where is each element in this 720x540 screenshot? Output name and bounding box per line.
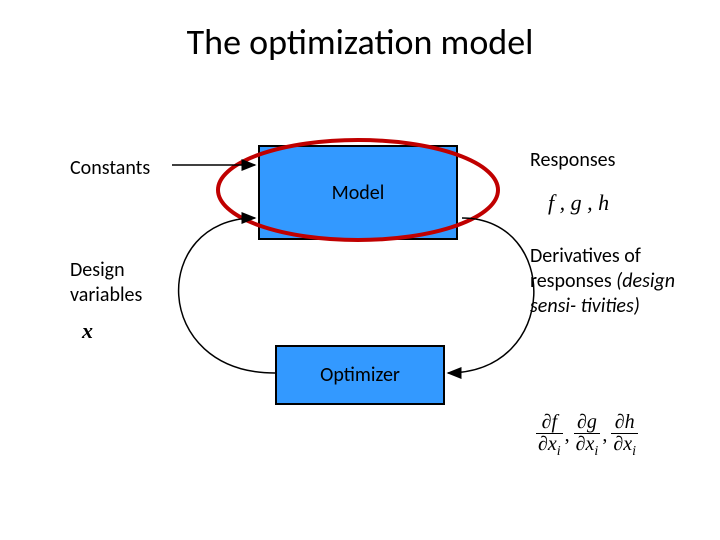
model-box-label: Model xyxy=(332,181,385,205)
label-constants: Constants xyxy=(70,156,190,181)
label-design-variables: Designvariables xyxy=(70,258,190,308)
math-partials: ∂f∂xi,∂g∂xi,∂h∂xi xyxy=(536,412,638,460)
arrow-optimizer-to-model xyxy=(179,218,275,373)
slide: The optimization model Constants Respons… xyxy=(0,0,720,540)
optimizer-box-label: Optimizer xyxy=(320,363,400,387)
label-responses: Responses xyxy=(530,148,690,173)
label-derivatives: Derivatives of responses (design sensi- … xyxy=(530,244,690,319)
slide-title: The optimization model xyxy=(0,20,720,64)
model-box: Model xyxy=(258,145,458,240)
optimizer-box: Optimizer xyxy=(275,345,445,405)
math-fgh: f , g , h xyxy=(548,190,609,216)
arrow-model-to-optimizer xyxy=(448,218,534,373)
math-x-symbol: x xyxy=(82,318,93,344)
